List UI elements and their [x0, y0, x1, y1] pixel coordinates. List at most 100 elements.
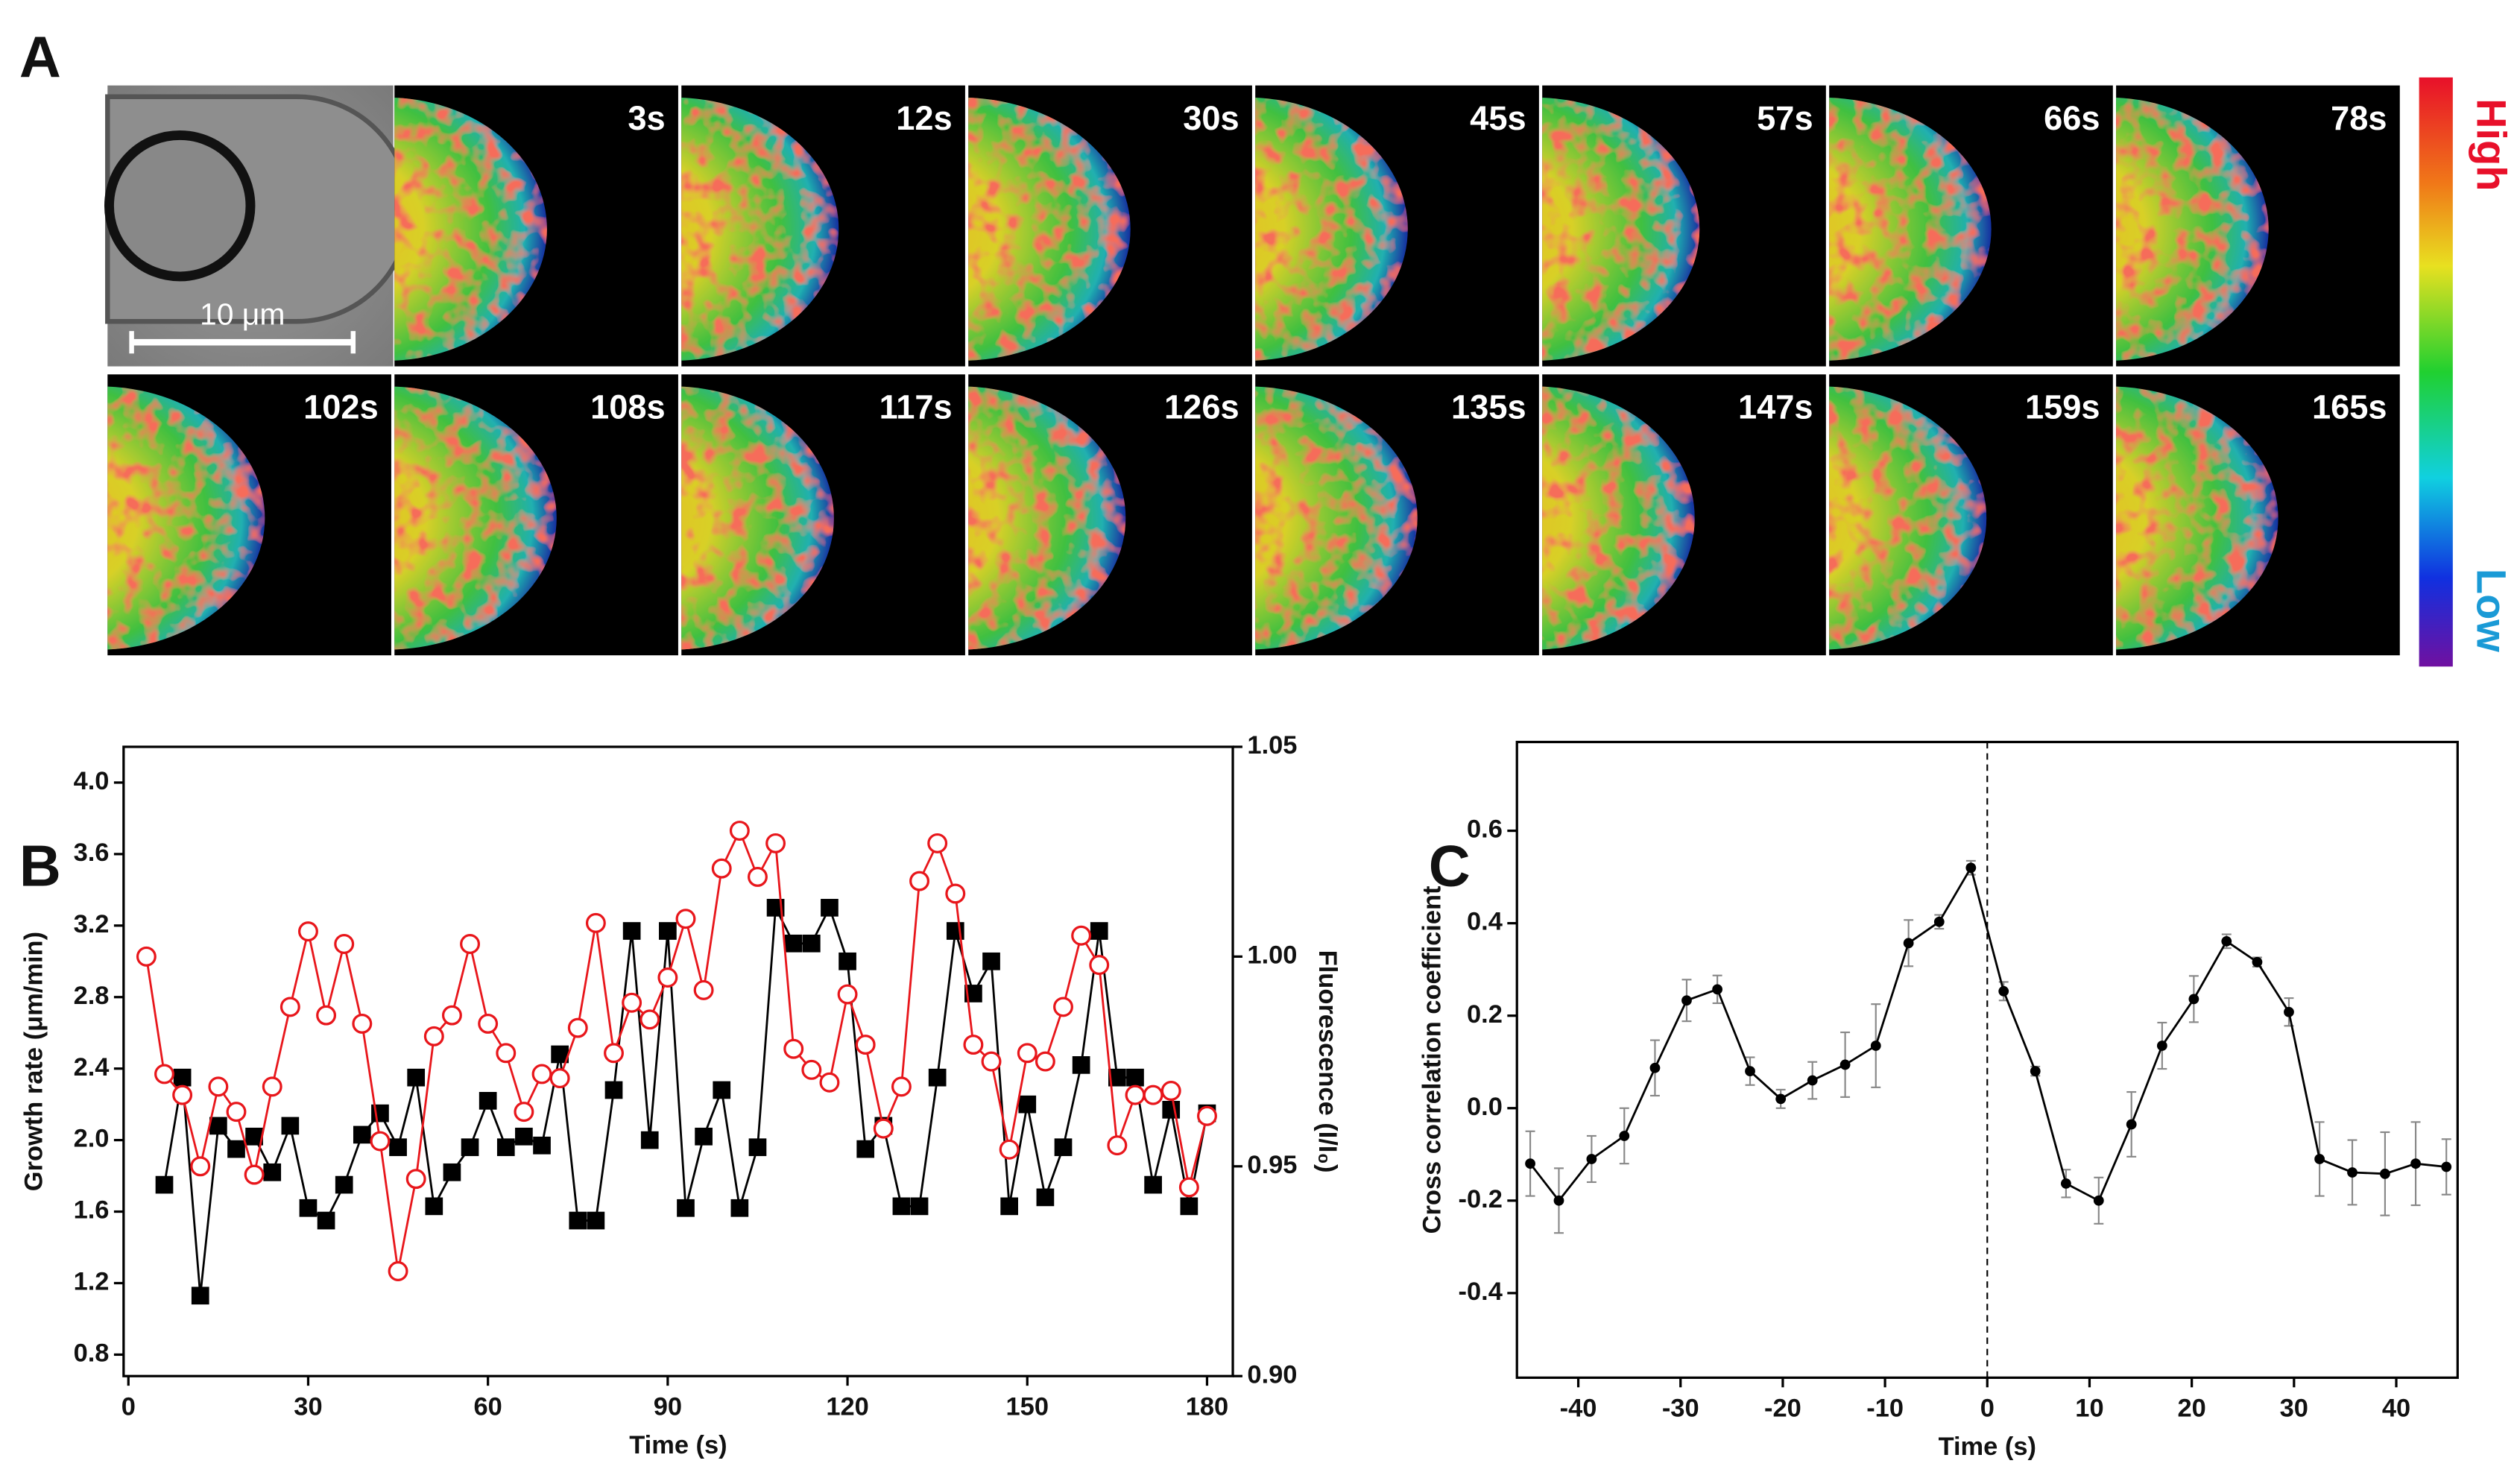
dot-marker — [1649, 1062, 1661, 1073]
circle-marker — [334, 934, 355, 954]
panel-label: C — [1429, 834, 1471, 898]
circle-marker — [531, 1064, 552, 1084]
colorbar-low: Low — [2468, 569, 2515, 652]
dot-marker — [2314, 1154, 2325, 1164]
y2-tick-label: 1.05 — [1247, 731, 1297, 760]
dot-marker — [2410, 1158, 2421, 1169]
cell-blob — [1255, 98, 1408, 361]
frame-time: 165s — [2312, 388, 2387, 426]
cell-blob — [681, 386, 834, 650]
circle-marker — [693, 979, 714, 1000]
square-marker — [281, 1117, 300, 1135]
circle-marker — [208, 1076, 229, 1097]
square-marker — [263, 1163, 282, 1181]
square-marker — [533, 1136, 551, 1155]
circle-marker — [262, 1076, 282, 1097]
circle-marker — [352, 1013, 373, 1034]
panel-label: A — [19, 25, 61, 89]
y-tick-label: 0.2 — [1467, 1000, 1503, 1029]
panel-label: B — [19, 834, 61, 898]
dot-marker — [2221, 935, 2232, 947]
y-tick-label: 3.2 — [74, 910, 110, 938]
x-axis-title: Time (s) — [629, 1431, 727, 1459]
square-marker — [299, 1199, 318, 1217]
dot-marker — [2061, 1178, 2071, 1189]
square-marker — [713, 1081, 731, 1099]
circle-marker — [999, 1139, 1020, 1160]
circle-marker — [496, 1043, 517, 1064]
y-tick-label: 3.6 — [74, 839, 110, 867]
dot-marker — [1775, 1093, 1787, 1105]
colorbar-high: High — [2468, 98, 2515, 191]
circle-marker — [639, 1009, 660, 1030]
square-marker — [479, 1092, 497, 1110]
dot-marker — [1525, 1158, 1535, 1169]
square-marker — [982, 952, 1000, 970]
square-marker — [1108, 1068, 1126, 1087]
cell-blob — [1542, 386, 1695, 650]
circle-marker — [1143, 1084, 1163, 1105]
square-marker — [1036, 1188, 1055, 1207]
square-marker — [1144, 1175, 1162, 1194]
square-marker — [245, 1127, 263, 1146]
cell-blob — [394, 386, 557, 650]
square-marker — [695, 1127, 713, 1146]
square-marker — [856, 1140, 875, 1158]
y-tick-label: 2.4 — [74, 1053, 110, 1082]
dot-marker — [2030, 1066, 2041, 1077]
image-strip: 10 μm 3s 12s 30s 45s 57s 66s 78s 102s 108s 117s 12… — [104, 85, 2400, 656]
plot-frame — [122, 745, 1234, 1377]
dot-marker — [2156, 1041, 2167, 1051]
circle-marker — [244, 1164, 265, 1185]
circle-marker — [190, 1156, 211, 1177]
circle-marker — [819, 1072, 840, 1093]
frame-time: 45s — [1470, 99, 1526, 137]
x-tick-label: 20 — [2177, 1395, 2205, 1423]
x-tick-label: 60 — [474, 1392, 502, 1421]
y-tick-label: 1.6 — [74, 1196, 110, 1225]
x-tick-label: 90 — [654, 1392, 682, 1421]
circle-marker — [370, 1131, 391, 1152]
dot-marker — [1807, 1075, 1818, 1086]
circle-marker — [945, 883, 966, 904]
circle-marker — [873, 1118, 894, 1139]
circle-marker — [388, 1261, 408, 1281]
circle-marker — [622, 992, 642, 1013]
cell-blob — [968, 386, 1126, 650]
circle-marker — [801, 1059, 822, 1080]
square-marker — [209, 1117, 227, 1135]
cell-signal — [681, 98, 839, 361]
circle-marker — [154, 1064, 174, 1084]
x-tick-label: 30 — [2280, 1395, 2308, 1423]
y2-tick-label: 0.95 — [1247, 1151, 1297, 1179]
circle-marker — [514, 1102, 534, 1123]
cell-signal — [1829, 386, 1987, 650]
y-tick-label: 0.0 — [1467, 1093, 1503, 1121]
square-marker — [748, 1138, 767, 1157]
circle-marker — [765, 833, 786, 853]
x-axis-title: Time (s) — [1939, 1433, 2036, 1461]
x-tick-label: -20 — [1764, 1395, 1801, 1423]
circle-marker — [423, 1026, 444, 1046]
dot-marker — [1933, 916, 1945, 927]
frame-time: 117s — [879, 388, 953, 426]
y-tick-label: 2.8 — [74, 982, 110, 1010]
cell-blob — [107, 386, 265, 650]
x-tick-label: -30 — [1662, 1395, 1699, 1423]
square-marker — [155, 1175, 174, 1194]
square-marker — [677, 1199, 695, 1217]
circle-marker — [549, 1068, 570, 1089]
y2-axis-title: Fluorescence (I/I₀) — [1313, 950, 1342, 1173]
square-marker — [407, 1068, 426, 1087]
cell-blob — [2116, 98, 2269, 361]
circle-marker — [783, 1038, 804, 1059]
cell-blob — [1829, 386, 1987, 650]
x-tick-label: 0 — [121, 1392, 136, 1421]
circle-marker — [1125, 1084, 1146, 1105]
x-tick-label: 30 — [294, 1392, 322, 1421]
square-marker — [821, 898, 839, 917]
dot-marker — [1681, 995, 1692, 1006]
frame-time: 66s — [2044, 99, 2100, 137]
square-marker — [730, 1199, 749, 1217]
square-marker — [425, 1197, 443, 1216]
